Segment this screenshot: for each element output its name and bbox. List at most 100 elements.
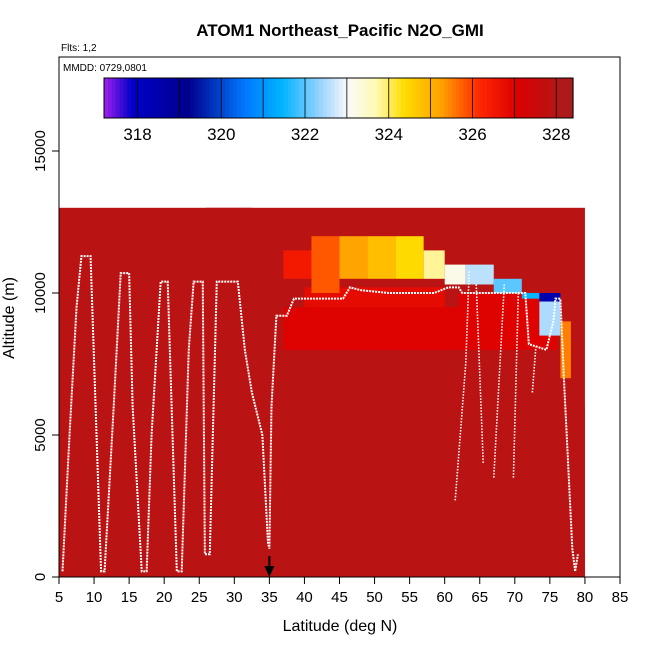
colorbar-swatch [143, 78, 148, 118]
colorbar-swatch [455, 78, 461, 118]
colorbar-swatch [467, 78, 472, 118]
x-tick-label: 70 [506, 589, 523, 606]
chart-title: ATOM1 Northeast_Pacific N2O_GMI [196, 21, 484, 40]
colorbar-swatch [487, 78, 492, 118]
field-cell-9 [423, 250, 445, 279]
colorbar-swatch [506, 78, 512, 118]
colorbar-swatch [385, 78, 390, 118]
colorbar-swatch [111, 78, 117, 118]
colorbar-swatch [447, 78, 453, 118]
x-tick-label: 5 [55, 589, 63, 606]
x-tick-label: 25 [191, 589, 208, 606]
colorbar-swatch [162, 78, 168, 118]
colorbar-swatch [475, 78, 480, 118]
field-cell-5 [311, 236, 340, 293]
colorbar-swatch [283, 78, 289, 118]
colorbar-swatch [494, 78, 500, 118]
colorbar-swatch [311, 78, 316, 118]
x-tick-label: 15 [121, 589, 138, 606]
colorbar-swatch [518, 78, 523, 118]
x-tick-label: 40 [296, 589, 313, 606]
colorbar-swatch [170, 78, 175, 118]
colorbar-swatch [326, 78, 332, 118]
x-tick-label: 35 [261, 589, 278, 606]
colorbar-swatch [107, 78, 113, 118]
colorbar-tick-label: 328 [542, 125, 570, 144]
colorbar-swatch [252, 78, 258, 118]
colorbar-swatch [397, 78, 402, 118]
x-tick-label: 10 [86, 589, 103, 606]
colorbar-swatch [338, 78, 344, 118]
colorbar-swatch [416, 78, 422, 118]
colorbar-swatch [557, 78, 562, 118]
flight-track-segment-3 [512, 292, 520, 478]
colorbar-swatch [389, 78, 394, 118]
colorbar-swatch [256, 78, 261, 118]
colorbar-swatch [299, 78, 304, 118]
colorbar-swatch [350, 78, 355, 118]
colorbar-swatch [318, 78, 324, 118]
colorbar-swatch [193, 78, 199, 118]
x-tick-label: 30 [226, 589, 243, 606]
colorbar-swatch [166, 78, 172, 118]
colorbar-swatch [404, 78, 410, 118]
colorbar-swatch [158, 78, 164, 118]
field-cell-15 [539, 301, 561, 336]
colorbar-tick-label: 324 [375, 125, 403, 144]
field-cell-6 [339, 236, 368, 279]
colorbar-swatch [502, 78, 508, 118]
field-cell-8 [395, 236, 424, 279]
colorbar-swatch [549, 78, 555, 118]
colorbar-swatch [533, 78, 539, 118]
colorbar-swatch [381, 78, 386, 118]
colorbar-swatch [287, 78, 293, 118]
colorbar-swatch [322, 78, 328, 118]
flight-track-line [61, 255, 579, 573]
colorbar-swatch [303, 78, 308, 118]
x-tick-label: 65 [471, 589, 488, 606]
colorbar-swatch [408, 78, 414, 118]
colorbar-swatch [490, 78, 496, 118]
colorbar-swatch [541, 78, 547, 118]
colorbar-swatch [154, 78, 160, 118]
x-tick-label: 20 [156, 589, 173, 606]
x-tick-label: 80 [577, 589, 594, 606]
x-tick-label: 45 [331, 589, 348, 606]
mmdd-label: MMDD: 0729,0801 [63, 63, 147, 74]
x-tick-label: 55 [401, 589, 418, 606]
colorbar-swatch [213, 78, 218, 118]
colorbar-swatch [104, 78, 109, 118]
colorbar-swatch [483, 78, 488, 118]
colorbar-swatch [189, 78, 195, 118]
colorbar-swatch [342, 78, 347, 118]
colorbar-tick-label: 326 [458, 125, 486, 144]
colorbar-swatch [150, 78, 156, 118]
colorbar-tick-label: 322 [291, 125, 319, 144]
colorbar-swatch [561, 78, 566, 118]
x-tick-label: 50 [366, 589, 383, 606]
colorbar-swatch [279, 78, 285, 118]
colorbar-swatch [365, 78, 371, 118]
colorbar-swatch [510, 78, 515, 118]
colorbar-swatch [479, 78, 484, 118]
colorbar-swatch [369, 78, 375, 118]
y-tick-label: 15000 [32, 130, 49, 172]
x-axis: 5 10 15 20 25 30 35 40 45 50 55 60 65 70 75 80 85 [55, 576, 628, 606]
flights-label: Flts: 1,2 [61, 43, 97, 54]
x-axis-label: Latitude (deg N) [283, 618, 398, 635]
field-cells [59, 207, 585, 578]
colorbar-swatch [186, 78, 191, 118]
colorbar-swatch [373, 78, 379, 118]
field-cell-11 [465, 264, 494, 285]
colorbar-swatch [334, 78, 340, 118]
flight-track [61, 255, 579, 573]
y-axis: 0 5000 10000 15000 [32, 130, 60, 581]
colorbar-swatch [174, 78, 179, 118]
colorbar-swatch [178, 78, 183, 118]
colorbar-swatch [225, 78, 230, 118]
field-cell-1 [283, 307, 459, 350]
colorbar-swatch [307, 78, 312, 118]
colorbar-swatch [291, 78, 297, 118]
colorbar-swatch [514, 78, 519, 118]
